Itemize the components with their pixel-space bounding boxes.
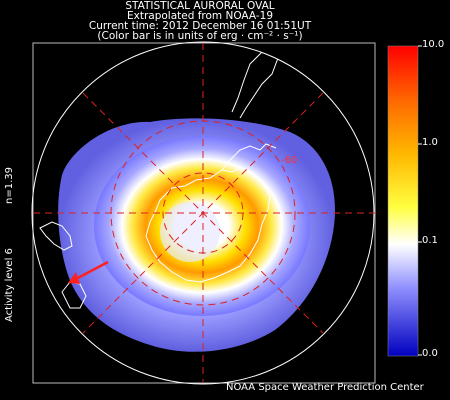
map-title: STATISTICAL AURORAL OVAL (125, 0, 275, 12)
colorbar-tick-1: 1.0 (422, 137, 438, 148)
arrow-icon (68, 260, 109, 284)
globe-layer (39, 47, 336, 352)
graticule (33, 43, 375, 383)
peninsula-coastline (221, 143, 277, 171)
meridian-diagonal-2 (82, 92, 324, 334)
colorbar (387, 45, 419, 357)
colorbar-tick-0: 0.0 (422, 348, 438, 359)
credit-footer: NOAA Space Weather Prediction Center (226, 382, 424, 393)
colorbar-units-note: (Color bar is in units of erg · cm⁻² · s… (97, 30, 303, 42)
south-america-coastline (231, 47, 279, 119)
map-subtitle: Extrapolated from NOAA-19 (126, 10, 274, 22)
latitude-label: -60 (281, 155, 298, 166)
colorbar-ticks (418, 45, 422, 356)
colorbar-tick-10: 10.0 (422, 39, 445, 50)
activity-level-label: Activity level 6 (4, 248, 15, 322)
current-time: Current time: 2012 December 16 01:51UT (88, 20, 312, 32)
antarctica-coastline (145, 167, 271, 283)
new-zealand-coastline (39, 221, 73, 251)
colorbar-tick-0-1: 0.1 (422, 235, 438, 246)
polar-cap (160, 202, 220, 262)
header: STATISTICAL AURORAL OVAL Extrapolated fr… (0, 0, 400, 42)
n-factor-label: n=1.39 (4, 167, 15, 204)
